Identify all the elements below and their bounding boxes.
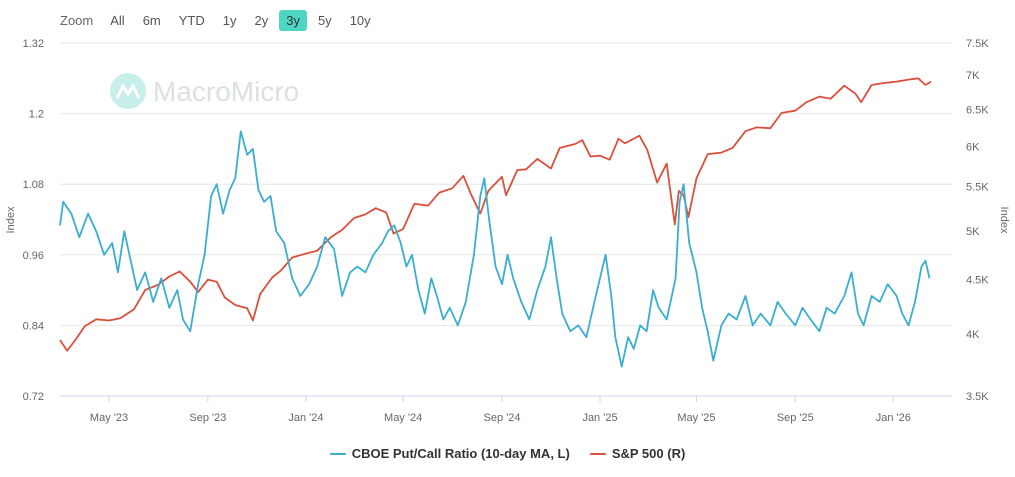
zoom-3y-button[interactable]: 3y <box>279 9 307 31</box>
legend-label-sp500: S&P 500 (R) <box>611 446 686 461</box>
chart-area[interactable]: MacroMicro 1.321.21.080.960.840.72 7.5K7… <box>0 0 1015 440</box>
series-line-sp500[interactable] <box>59 77 932 352</box>
right-tick-label: 4.5K <box>966 275 989 287</box>
right-axis-title: Index <box>998 207 1010 234</box>
left-tick-label: 1.08 <box>23 179 44 191</box>
x-tick-label: Jan '26 <box>876 412 911 424</box>
watermark-logo-icon <box>110 73 146 109</box>
x-tick-label: May '23 <box>90 412 128 424</box>
right-tick-label: 7K <box>966 70 980 82</box>
legend-swatch-sp500 <box>589 452 606 455</box>
watermark-text: MacroMicro <box>153 76 299 107</box>
zoom-label: Zoom <box>60 12 94 28</box>
x-tick-label: May '25 <box>677 412 715 424</box>
x-tick-label: May '24 <box>384 412 422 424</box>
right-tick-label: 7.5K <box>966 38 989 50</box>
right-tick-label: 5K <box>966 226 980 238</box>
right-tick-label: 4K <box>966 329 980 341</box>
x-tick-label: Sep '23 <box>189 412 226 424</box>
x-tick-label: Sep '24 <box>483 412 520 424</box>
x-tick-label: Sep '25 <box>777 412 814 424</box>
left-axis: 1.32 1.2 1.08 0.96 0.84 0.72 <box>23 38 44 403</box>
left-tick-label: 0.96 <box>23 250 44 262</box>
watermark: MacroMicro <box>110 73 299 109</box>
zoom-10y-button[interactable]: 10y <box>349 12 371 28</box>
right-tick-label: 6K <box>966 141 980 153</box>
watermark-logo-mark-icon <box>115 82 141 99</box>
left-tick-label: 0.72 <box>23 391 44 403</box>
zoom-2y-button[interactable]: 2y <box>254 12 269 28</box>
legend-item-put-call-ratio[interactable]: CBOE Put/Call Ratio (10-day MA, L) <box>329 446 570 461</box>
legend-label-put-call-ratio: CBOE Put/Call Ratio (10-day MA, L) <box>351 446 570 461</box>
right-axis: 7.5K 7K 6.5K 6K 5.5K 5K 4.5K 4K 3.5K <box>966 38 989 403</box>
zoom-all-button[interactable]: All <box>110 12 125 28</box>
right-tick-label: 3.5K <box>966 391 989 403</box>
left-tick-label: 1.32 <box>23 38 44 50</box>
zoom-6m-button[interactable]: 6m <box>142 12 161 28</box>
x-axis: May '23 Sep '23 Jan '24 May '24 Sep '24 Jan '… <box>90 396 911 424</box>
zoom-bar: Zoom All 6m YTD 1y 2y 3y 5y 10y <box>60 8 382 32</box>
left-tick-label: 1.2 <box>29 109 44 121</box>
x-tick-label: Jan '24 <box>288 412 323 424</box>
left-tick-label: 0.84 <box>23 320 44 332</box>
zoom-1y-button[interactable]: 1y <box>222 12 237 28</box>
zoom-5y-button[interactable]: 5y <box>317 12 332 28</box>
zoom-ytd-button[interactable]: YTD <box>178 12 205 28</box>
series-line-put-call-ratio[interactable] <box>59 130 931 368</box>
left-axis-title: Index <box>5 206 17 233</box>
legend-swatch-put-call-ratio <box>329 452 346 455</box>
x-tick-label: Jan '25 <box>582 412 617 424</box>
right-tick-label: 6.5K <box>966 104 989 116</box>
legend-item-sp500[interactable]: S&P 500 (R) <box>589 446 686 461</box>
legend: CBOE Put/Call Ratio (10-day MA, L) S&P 5… <box>0 446 1015 461</box>
right-tick-label: 5.5K <box>966 182 989 194</box>
grid-lines <box>60 42 952 397</box>
